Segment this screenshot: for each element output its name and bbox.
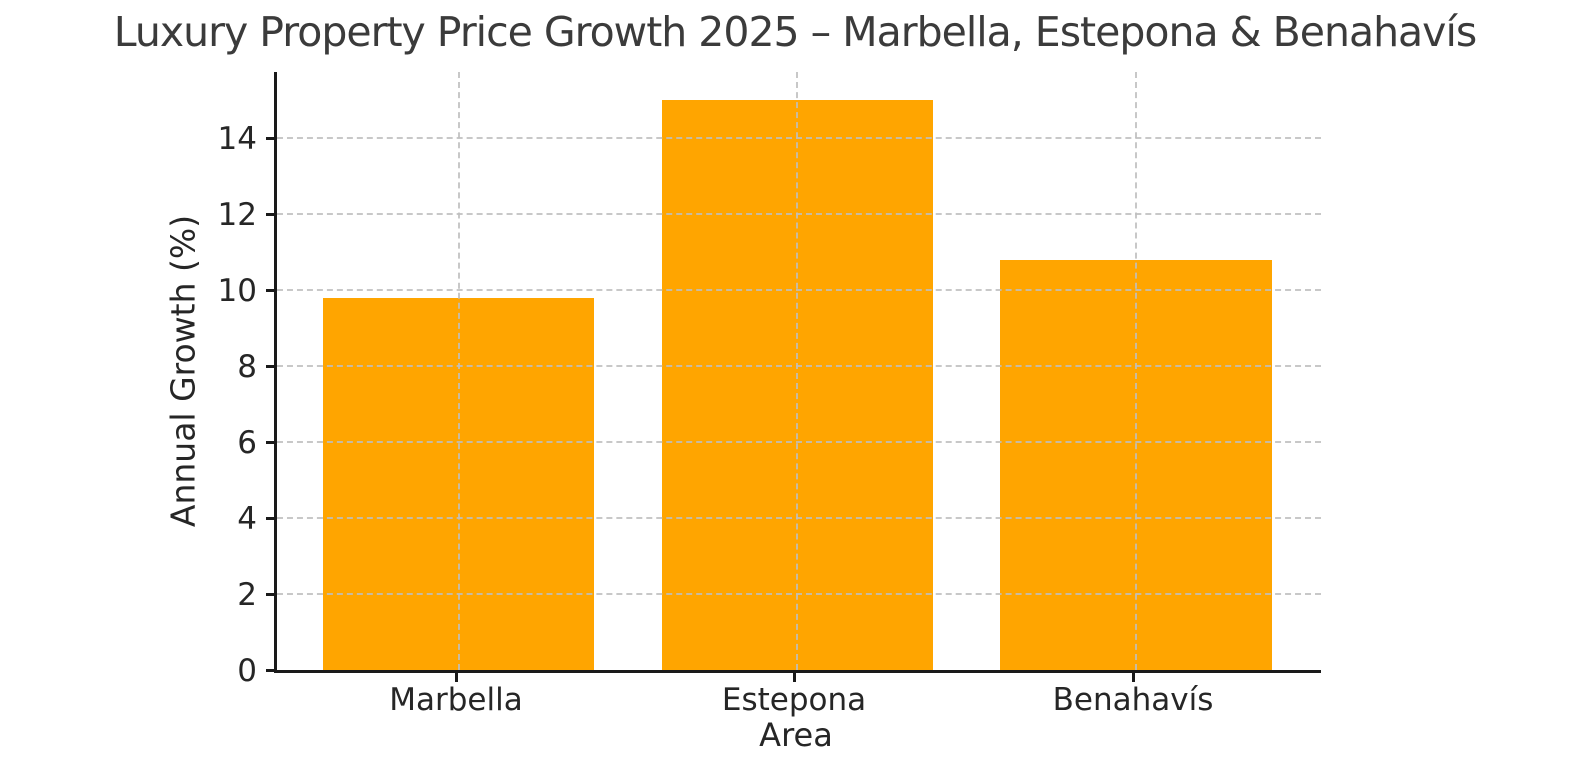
y-tick [266,137,274,141]
gridline-horizontal [277,213,1321,216]
y-tick-label: 12 [217,197,257,234]
y-tick [266,213,274,217]
y-tick [266,517,274,521]
gridline-horizontal [277,441,1321,444]
gridline-horizontal [277,137,1321,140]
gridline-horizontal [277,517,1321,520]
gridline-horizontal [277,289,1321,292]
chart-title: Luxury Property Price Growth 2025 – Marb… [113,8,1477,56]
y-tick-label: 14 [217,121,257,158]
y-tick [266,593,274,596]
x-tick-label: Estepona [721,682,867,718]
x-tick-label: Benahavís [1052,682,1214,718]
x-tick-label: Marbella [389,682,523,718]
gridline-vertical [457,72,460,670]
y-tick-label: 8 [237,349,257,386]
plot-area [274,72,1321,673]
gridline-horizontal [277,365,1321,368]
y-tick-label: 4 [237,501,257,538]
y-tick [266,365,274,369]
x-tick [793,673,797,682]
x-tick [1132,673,1135,682]
gridline-vertical [1135,72,1137,670]
y-tick-label: 10 [217,273,257,310]
y-tick-label: 6 [237,425,257,462]
y-tick-label: 2 [237,577,257,613]
x-tick [454,673,458,682]
y-tick [266,441,274,445]
y-tick [266,289,274,293]
x-axis-label: Area [759,716,833,754]
gridline-horizontal [277,593,1321,595]
y-tick-label: 0 [237,653,257,689]
gridline-vertical [796,72,799,670]
y-tick [266,669,274,672]
